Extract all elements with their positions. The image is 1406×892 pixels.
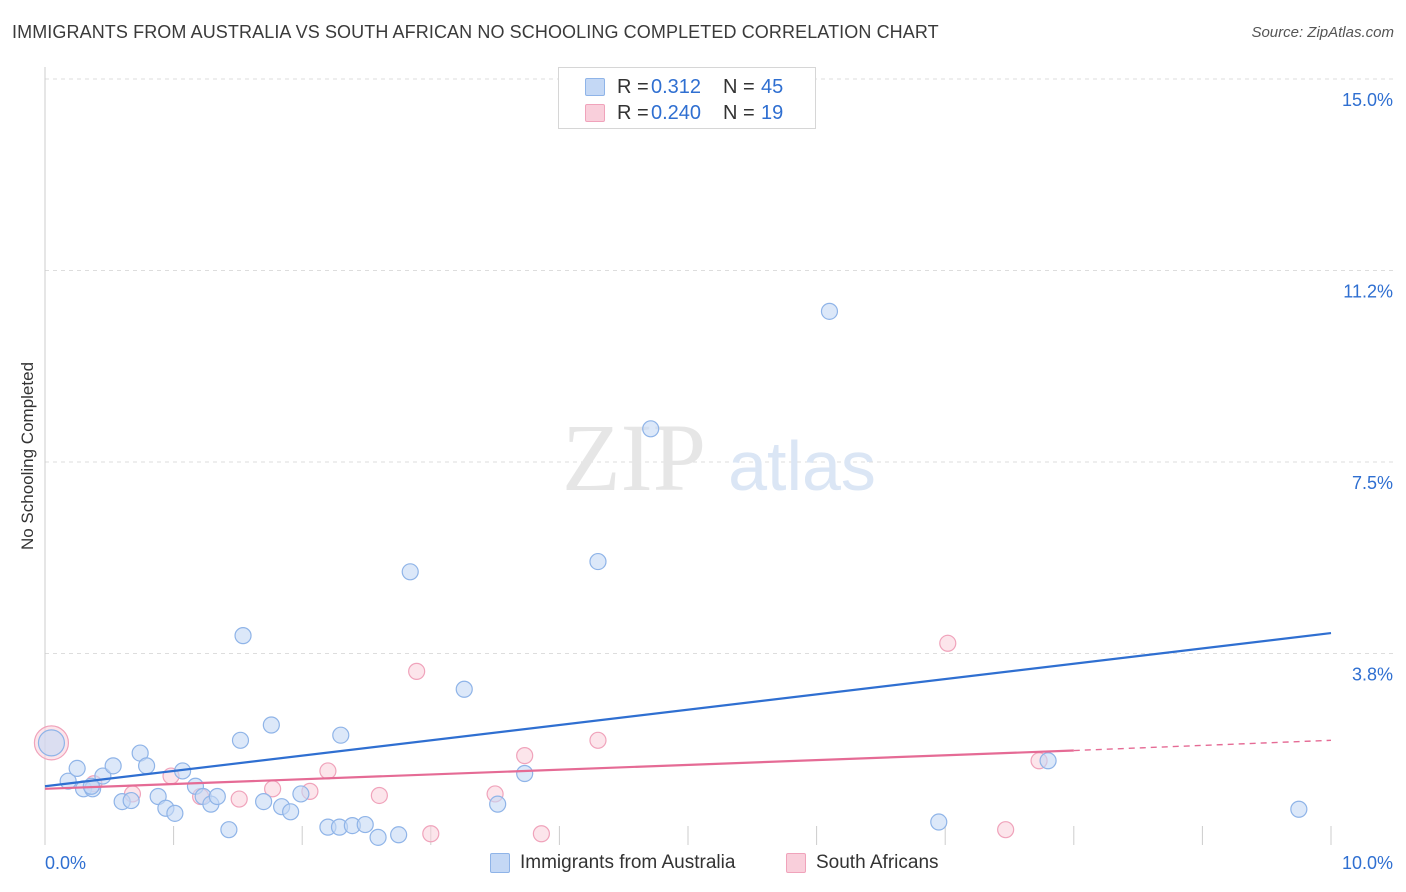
- legend-item-south-africans[interactable]: South Africans: [786, 852, 939, 874]
- chart-title: IMMIGRANTS FROM AUSTRALIA VS SOUTH AFRIC…: [12, 22, 939, 42]
- australia-point: [455, 680, 473, 698]
- australia-point: [930, 813, 948, 831]
- series-legend: Immigrants from Australia South Africans: [0, 852, 1406, 878]
- australia-point: [356, 815, 374, 834]
- australia-point: [262, 716, 280, 734]
- legend-n-value: 45: [761, 75, 784, 98]
- australia-point: [369, 828, 387, 846]
- australia-point: [220, 821, 238, 839]
- australia-point: [489, 795, 507, 813]
- australia-point: [166, 804, 184, 822]
- australia-point: [332, 726, 350, 744]
- y-tick-label: 15.0%: [1342, 90, 1393, 110]
- legend-item-australia[interactable]: Immigrants from Australia: [490, 852, 735, 874]
- australia-point: [208, 787, 226, 806]
- y-tick-label: 11.2%: [1343, 282, 1393, 302]
- south-africans-point: [997, 821, 1015, 839]
- legend-n-value: 19: [761, 101, 784, 124]
- legend-swatch-pink: [585, 104, 605, 122]
- legend-swatch-blue: [490, 853, 510, 873]
- south-africans-point: [532, 825, 550, 843]
- australia-point: [122, 791, 140, 810]
- y-tick-label: 7.5%: [1352, 473, 1393, 493]
- legend-row-australia: R = 0.312 N = 45: [585, 75, 783, 99]
- south-africans-point: [319, 762, 337, 780]
- south-africans-point: [408, 662, 426, 680]
- legend-row-south-africans: R = 0.240 N = 19: [585, 101, 783, 125]
- australia-point: [516, 764, 534, 783]
- south-africans-point: [589, 731, 607, 749]
- watermark-zip: ZIP: [562, 404, 706, 511]
- australia-point: [137, 757, 156, 775]
- x-tick-label-min: 0.0%: [45, 853, 86, 873]
- australia-point: [292, 785, 310, 803]
- x-tick-label-max: 10.0%: [1342, 853, 1393, 873]
- south-africans-point: [939, 634, 957, 652]
- legend-r-label: R =: [617, 101, 649, 124]
- australia-point: [59, 772, 77, 790]
- south-africans-trend-extension: [1073, 739, 1332, 752]
- source-credit: Source: ZipAtlas.com: [1251, 24, 1394, 41]
- australia-point: [37, 729, 66, 757]
- australia-point: [68, 759, 86, 778]
- australia-point: [390, 826, 408, 844]
- legend-n-label: N =: [723, 101, 755, 124]
- australia-point: [1290, 800, 1308, 818]
- australia-point: [231, 731, 250, 749]
- legend-n-label: N =: [723, 75, 755, 98]
- australia-point: [820, 302, 839, 320]
- australia-point: [104, 757, 122, 775]
- australia-trend-line: [44, 631, 1332, 788]
- south-africans-point: [370, 786, 388, 805]
- watermark-atlas: atlas: [728, 427, 876, 505]
- australia-point: [401, 563, 419, 581]
- south-africans-point: [516, 747, 534, 765]
- australia-point: [234, 627, 252, 645]
- south-africans-point: [230, 790, 248, 808]
- legend-swatch-pink: [786, 853, 806, 873]
- south-africans-point: [422, 825, 440, 843]
- correlation-legend: R = 0.312 N = 45 R = 0.240 N = 19: [558, 67, 816, 129]
- legend-r-label: R =: [617, 75, 649, 98]
- legend-label-south-africans: South Africans: [816, 852, 939, 873]
- australia-point: [589, 552, 607, 571]
- legend-r-value: 0.312: [651, 75, 702, 98]
- south-africans-trend-line: [44, 749, 1074, 790]
- legend-swatch-blue: [585, 78, 605, 96]
- australia-point: [642, 420, 660, 438]
- legend-label-australia: Immigrants from Australia: [520, 852, 736, 873]
- legend-r-value: 0.240: [651, 101, 702, 124]
- australia-point: [255, 792, 273, 811]
- australia-point: [1039, 752, 1057, 770]
- australia-point: [282, 803, 300, 821]
- y-tick-label: 3.8%: [1352, 665, 1393, 685]
